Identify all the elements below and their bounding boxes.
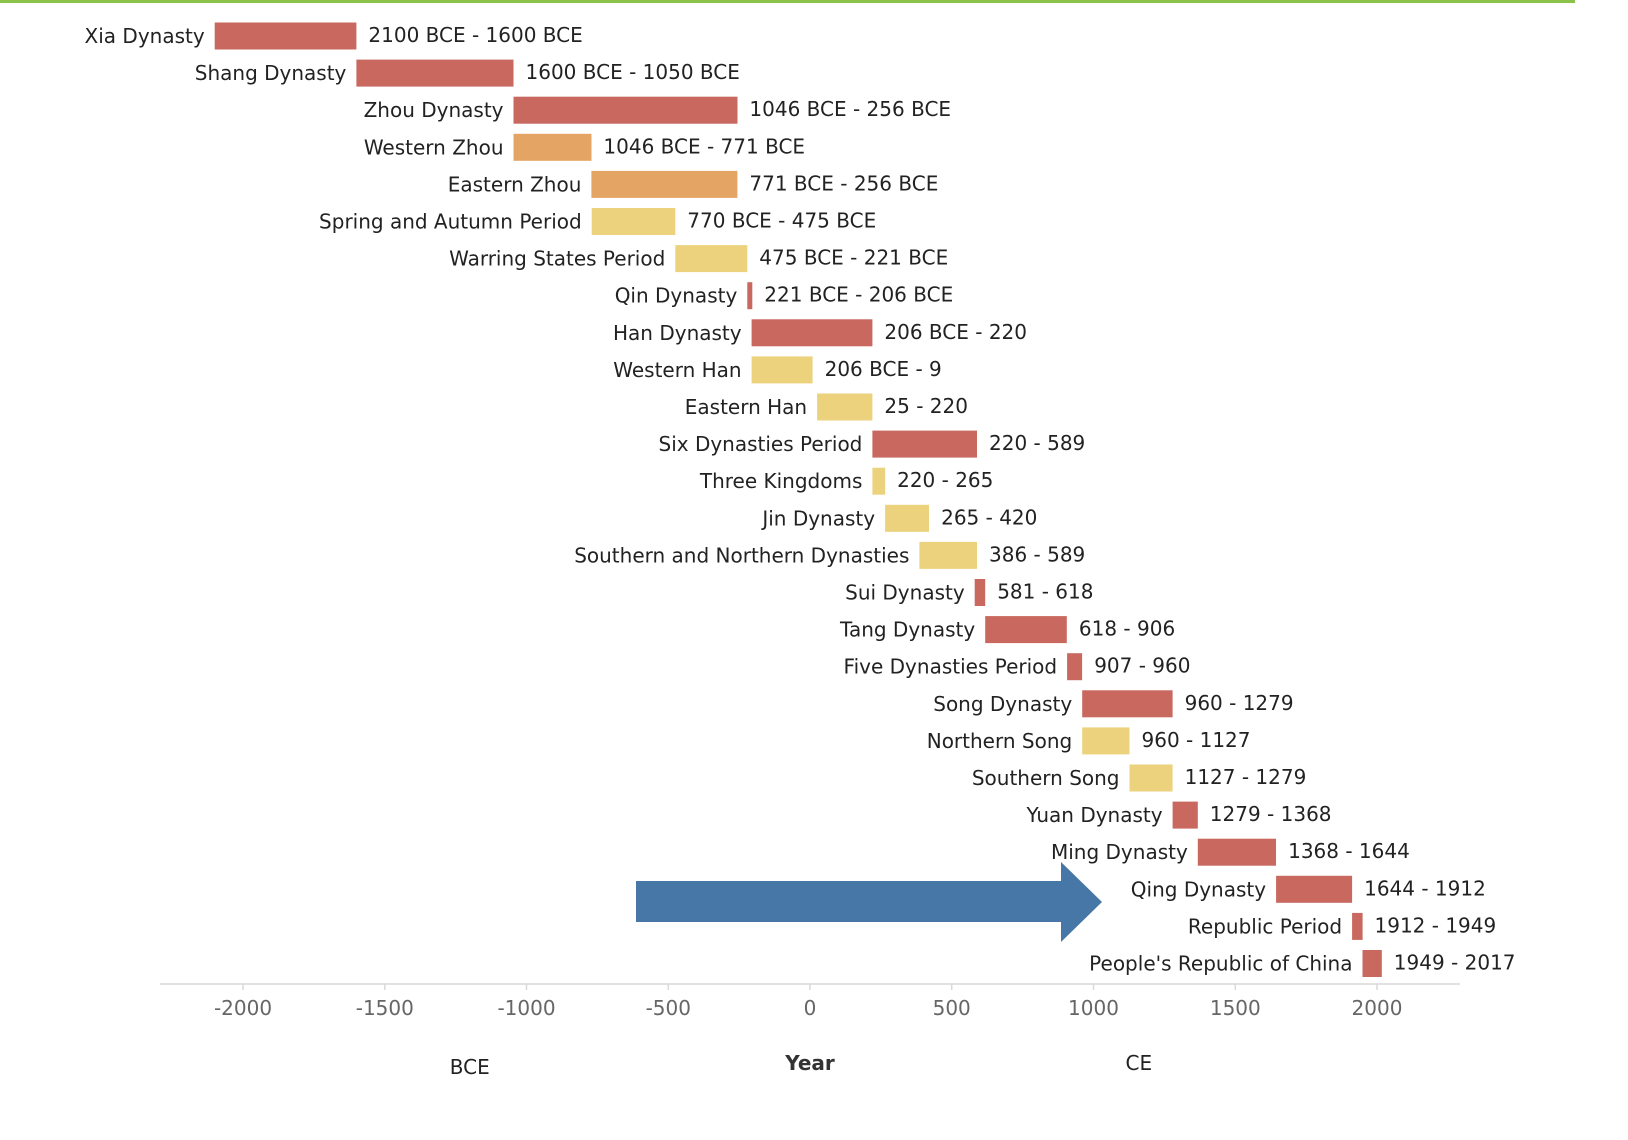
- x-tick-label: -2000: [214, 996, 272, 1020]
- bar-southern-and-northern-dynasties: [919, 541, 977, 569]
- bar-range-label: 1046 BCE - 256 BCE: [749, 97, 951, 121]
- bar-shang-dynasty: [356, 59, 514, 87]
- top-accent-line: [0, 0, 1575, 3]
- bar-tang-dynasty: [985, 616, 1067, 644]
- bar-eastern-zhou: [591, 170, 738, 198]
- bar-name-label: Republic Period: [1188, 914, 1342, 938]
- bar-name-label: Xia Dynasty: [85, 24, 205, 48]
- bar-range-label: 220 - 265: [897, 468, 993, 492]
- bar-range-label: 1046 BCE - 771 BCE: [603, 134, 805, 158]
- x-axis-title: Year: [784, 1051, 835, 1075]
- bar-name-label: Qin Dynasty: [615, 284, 738, 308]
- bar-six-dynasties-period: [872, 430, 977, 458]
- bar-name-label: Ming Dynasty: [1051, 840, 1188, 864]
- bar-name-label: Five Dynasties Period: [844, 655, 1058, 679]
- x-tick-label: -500: [646, 996, 691, 1020]
- bar-sui-dynasty: [974, 579, 986, 606]
- bar-western-han: [751, 356, 813, 384]
- bar-qin-dynasty: [747, 282, 753, 310]
- bar-range-label: 960 - 1279: [1185, 691, 1294, 715]
- bar-name-label: Six Dynasties Period: [659, 432, 863, 456]
- era-label-ce: CE: [1126, 1051, 1153, 1075]
- x-tick-label: 0: [804, 996, 817, 1020]
- bar-name-label: Warring States Period: [449, 247, 665, 271]
- bar-name-label: Eastern Zhou: [448, 172, 582, 196]
- bar-eastern-han: [817, 393, 873, 421]
- bar-name-label: Song Dynasty: [933, 692, 1072, 716]
- bar-range-label: 1600 BCE - 1050 BCE: [526, 60, 740, 84]
- bar-range-label: 960 - 1127: [1142, 728, 1251, 752]
- bar-people-s-republic-of-china: [1362, 950, 1382, 977]
- annotation-arrow-layer: [636, 862, 1102, 942]
- bar-range-label: 771 BCE - 256 BCE: [749, 171, 938, 195]
- bar-zhou-dynasty: [513, 96, 738, 124]
- bar-range-label: 265 - 420: [941, 505, 1037, 529]
- bar-republic-period: [1352, 912, 1363, 940]
- bar-xia-dynasty: [214, 22, 357, 50]
- bar-range-label: 581 - 618: [997, 580, 1093, 604]
- bar-name-label: Western Zhou: [364, 135, 504, 159]
- bar-range-label: 386 - 589: [989, 542, 1085, 566]
- bar-range-label: 1368 - 1644: [1288, 839, 1410, 863]
- bar-name-label: People's Republic of China: [1089, 952, 1352, 976]
- bar-name-label: Three Kingdoms: [699, 469, 863, 493]
- x-tick-label: 2000: [1352, 996, 1403, 1020]
- bar-name-label: Western Han: [613, 358, 741, 382]
- bar-range-label: 1949 - 2017: [1394, 951, 1516, 975]
- bar-range-label: 475 BCE - 221 BCE: [759, 246, 948, 270]
- bar-three-kingdoms: [872, 467, 886, 495]
- x-tick-label: -1500: [356, 996, 414, 1020]
- bar-range-label: 1912 - 1949: [1375, 913, 1497, 937]
- bar-name-label: Shang Dynasty: [195, 61, 347, 85]
- bar-name-label: Northern Song: [927, 729, 1072, 753]
- bar-han-dynasty: [751, 319, 873, 347]
- bar-range-label: 25 - 220: [884, 394, 968, 418]
- era-label-bce: BCE: [450, 1055, 490, 1079]
- bar-name-label: Eastern Han: [685, 395, 807, 419]
- bar-name-label: Zhou Dynasty: [364, 98, 504, 122]
- bar-name-label: Jin Dynasty: [760, 506, 875, 530]
- bar-range-label: 220 - 589: [989, 431, 1085, 455]
- x-tick-label: 1500: [1210, 996, 1261, 1020]
- bar-name-label: Yuan Dynasty: [1025, 803, 1162, 827]
- bar-ming-dynasty: [1197, 838, 1276, 866]
- bar-spring-and-autumn-period: [591, 208, 676, 235]
- bar-western-zhou: [513, 133, 592, 161]
- bar-name-label: Sui Dynasty: [845, 581, 965, 605]
- bar-range-label: 1127 - 1279: [1185, 765, 1307, 789]
- bar-name-label: Spring and Autumn Period: [319, 210, 582, 234]
- bar-range-label: 206 BCE - 220: [884, 320, 1027, 344]
- bar-range-label: 1279 - 1368: [1210, 802, 1332, 826]
- bar-range-label: 221 BCE - 206 BCE: [764, 283, 953, 307]
- bar-name-label: Han Dynasty: [613, 321, 742, 345]
- bar-name-label: Southern and Northern Dynasties: [574, 543, 909, 567]
- bars-layer: Xia Dynasty 2100 BCE - 1600 BCE Shang Dyna…: [85, 22, 1516, 977]
- bar-warring-states-period: [675, 245, 748, 273]
- bar-yuan-dynasty: [1172, 801, 1198, 829]
- bar-range-label: 206 BCE - 9: [825, 357, 942, 381]
- x-axis: -2000 -1500 -1000 -500 0 500 1000 1500 2000: [160, 983, 1460, 1020]
- bar-name-label: Southern Song: [972, 766, 1120, 790]
- x-tick-label: 1000: [1068, 996, 1119, 1020]
- bar-southern-song: [1129, 764, 1173, 792]
- bar-five-dynasties-period: [1067, 653, 1083, 681]
- annotation-arrow: [636, 862, 1102, 942]
- bar-range-label: 770 BCE - 475 BCE: [687, 209, 876, 233]
- bar-name-label: Tang Dynasty: [839, 618, 975, 642]
- bar-range-label: 907 - 960: [1094, 654, 1190, 678]
- bar-song-dynasty: [1082, 690, 1173, 718]
- bar-name-label: Qing Dynasty: [1131, 877, 1266, 901]
- bar-qing-dynasty: [1276, 875, 1353, 903]
- x-tick-label: -1000: [497, 996, 555, 1020]
- bar-range-label: 618 - 906: [1079, 617, 1175, 641]
- bar-jin-dynasty: [885, 504, 929, 532]
- bar-range-label: 1644 - 1912: [1364, 876, 1486, 900]
- bar-northern-song: [1082, 727, 1130, 755]
- bar-range-label: 2100 BCE - 1600 BCE: [368, 23, 582, 47]
- x-tick-label: 500: [933, 996, 971, 1020]
